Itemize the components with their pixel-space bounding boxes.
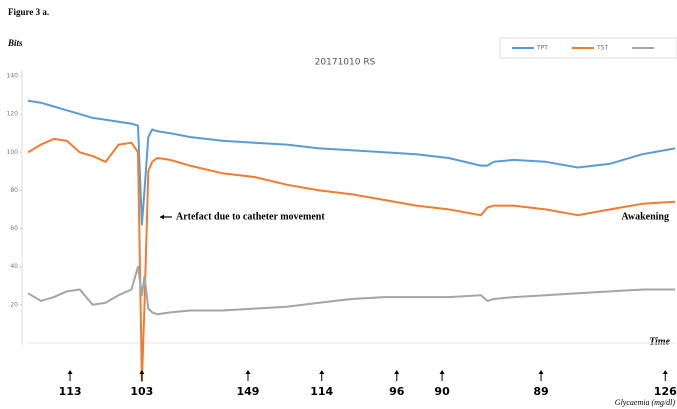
legend-label: TPT [536,45,548,52]
glycaemia-arrowhead [662,370,668,374]
y-axis-label: Bits [7,38,23,48]
glycaemia-arrowhead [67,370,73,374]
x-axis-label: Time [649,336,670,347]
glycaemia-value: 113 [59,385,82,398]
annotation-arrowhead [160,214,164,220]
glycaemia-value: 90 [434,385,450,398]
annotation: Awakening [621,211,669,222]
legend-label: TST [596,45,608,52]
glycaemia-value: 89 [533,385,548,398]
chart-title: 20171010 RS [315,58,376,68]
figure-label: Figure 3 a. [8,7,49,17]
y-tick-label: 40 [10,263,18,270]
annotation: Artefact due to catheter movement [176,211,325,222]
series-line [27,137,676,382]
glycaemia-arrowhead [245,370,251,374]
glycaemia-arrowhead [139,370,145,374]
glycaemia-value: 114 [310,385,333,398]
y-tick-label: 120 [7,111,19,118]
series-line [27,265,675,316]
series-line [27,99,676,226]
glycaemia-value: 103 [130,385,153,398]
y-tick-label: 140 [7,73,19,80]
glycaemia-value: 149 [236,385,259,398]
y-tick-label: 60 [10,225,18,232]
glycaemia-arrowhead [319,370,325,374]
glycaemia-value: 96 [389,385,405,398]
glycaemia-arrowhead [538,370,544,374]
y-tick-label: 80 [10,187,18,194]
y-tick-label: 20 [10,301,18,308]
glycaemia-label: Glycaemia (mg/dl) [615,398,676,407]
glycaemia-arrowhead [439,370,445,374]
glycaemia-value: 126 [654,385,677,398]
y-tick-label: 100 [7,149,19,156]
glycaemia-arrowhead [394,370,400,374]
